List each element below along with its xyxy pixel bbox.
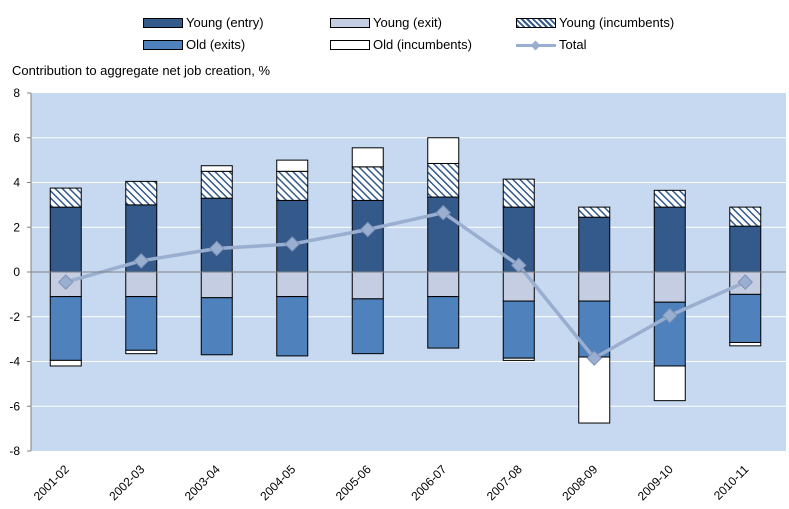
total-marker xyxy=(208,240,225,257)
legend-swatch xyxy=(516,40,556,50)
y-tick-label: -2 xyxy=(9,310,20,324)
x-tick-label: 2004-05 xyxy=(257,462,298,503)
bar-segment xyxy=(200,170,233,199)
x-tick-label: 2002-03 xyxy=(106,462,147,503)
legend-label: Young (incumbents) xyxy=(559,15,675,30)
bar-segment xyxy=(653,189,686,208)
bar-segment xyxy=(49,187,82,208)
bar-segment xyxy=(276,296,309,357)
bar-segment xyxy=(276,271,309,298)
x-tick-label: 2006-07 xyxy=(408,462,449,503)
bar-segment xyxy=(351,147,384,168)
y-tick-label: -6 xyxy=(9,399,20,413)
bar-segment xyxy=(276,170,309,201)
x-tick-label: 2005-06 xyxy=(333,462,374,503)
x-tick-label: 2001-02 xyxy=(31,462,72,503)
bar-segment xyxy=(351,166,384,201)
bar-segment xyxy=(729,293,762,343)
bar-segment xyxy=(578,216,611,273)
bar-segment xyxy=(49,206,82,273)
bar-segment xyxy=(49,359,82,367)
bar-segment xyxy=(200,165,233,172)
legend-label: Total xyxy=(559,37,587,52)
bar-segment xyxy=(125,271,158,298)
bar-segment xyxy=(427,137,460,164)
bar-segment xyxy=(502,178,535,208)
y-tick-label: -8 xyxy=(9,444,20,458)
bar-segment xyxy=(427,296,460,349)
total-marker xyxy=(133,253,150,269)
total-marker xyxy=(359,221,376,238)
bar-segment xyxy=(200,271,233,299)
legend-label: Old (exits) xyxy=(186,37,246,52)
bar-segment xyxy=(276,199,309,273)
total-marker xyxy=(284,236,301,252)
bar-segment xyxy=(351,271,384,300)
legend-item-total: Total xyxy=(516,37,586,52)
x-tick-label: 2003-04 xyxy=(182,462,223,503)
bar-segment xyxy=(125,349,158,355)
y-axis-label: Contribution to aggregate net job creati… xyxy=(12,63,271,78)
bar-segment xyxy=(653,271,686,303)
x-tick-label: 2007-08 xyxy=(484,462,525,503)
legend-label: Young (entry) xyxy=(186,15,264,30)
bar-segment xyxy=(200,197,233,273)
bar-segment xyxy=(49,296,82,361)
total-marker xyxy=(737,274,754,290)
total-marker xyxy=(586,350,603,366)
bar-segment xyxy=(427,162,460,198)
bar-segment xyxy=(729,225,762,273)
bar-segment xyxy=(729,206,762,227)
legend-item-young-exit: Young (exit) xyxy=(330,15,442,30)
legend-item-young-incumbents: Young (incumbents) xyxy=(516,15,674,30)
bar-segment xyxy=(578,356,611,424)
bar-segment xyxy=(502,357,535,361)
bar-segment xyxy=(125,296,158,351)
legend-swatch xyxy=(143,39,183,50)
y-tick-label: 8 xyxy=(13,86,20,100)
legend-item-old-exits: Old (exits) xyxy=(143,37,245,52)
bar-segment xyxy=(502,300,535,359)
bar-segment xyxy=(729,341,762,347)
bar-segment xyxy=(578,300,611,358)
total-marker xyxy=(435,204,452,221)
bar-segment xyxy=(200,297,233,356)
bar-segment xyxy=(427,271,460,298)
legend-label: Young (exit) xyxy=(373,15,442,30)
y-tick-label: 6 xyxy=(13,131,20,145)
legend-label: Old (incumbents) xyxy=(373,37,472,52)
legend-item-old-incumbents: Old (incumbents) xyxy=(330,37,472,52)
bar-segment xyxy=(653,365,686,402)
legend-swatch xyxy=(330,39,370,50)
bar-segment xyxy=(578,206,611,218)
legend-item-young-entry: Young (entry) xyxy=(143,15,264,30)
bar-segment xyxy=(276,159,309,172)
total-line xyxy=(65,210,746,360)
total-marker xyxy=(510,257,527,274)
x-tick-label: 2008-09 xyxy=(559,462,600,503)
y-tick-label: 0 xyxy=(13,265,20,279)
total-marker xyxy=(661,307,678,324)
y-tick-label: -4 xyxy=(9,355,20,369)
x-tick-label: 2010-11 xyxy=(711,462,752,503)
y-tick-label: 2 xyxy=(13,220,20,234)
x-tick-label: 2009-10 xyxy=(635,462,676,503)
legend-swatch xyxy=(330,17,370,28)
y-tick-label: 4 xyxy=(13,176,20,190)
total-marker xyxy=(57,274,74,290)
legend-swatch xyxy=(143,17,183,28)
bar-segment xyxy=(125,180,158,206)
bar-segment xyxy=(653,206,686,273)
bar-segment xyxy=(351,298,384,355)
legend-swatch xyxy=(516,17,556,28)
bar-segment xyxy=(578,271,611,302)
